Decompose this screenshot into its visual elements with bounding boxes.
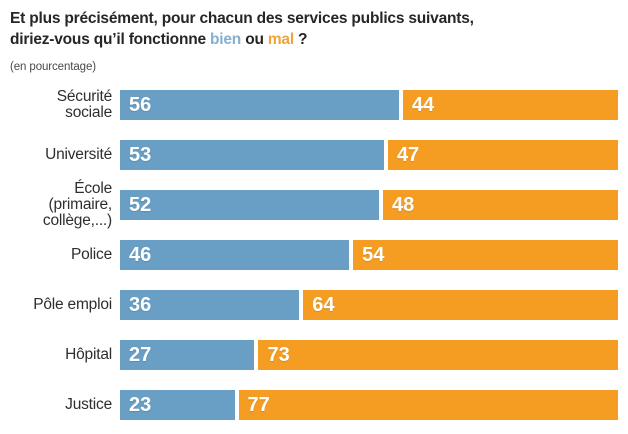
bien-value-label: 23: [129, 393, 152, 416]
title-word-mal: mal: [267, 31, 294, 48]
chart-title-line2-middle: ou: [241, 31, 268, 48]
bien-value-label: 52: [129, 193, 152, 216]
bien-value-label: 46: [129, 243, 152, 266]
chart-row: Pôle emploi 36 64: [10, 290, 618, 320]
category-label: École (primaire, collège,...): [42, 180, 112, 229]
bar-track: 27 73: [120, 340, 618, 370]
mal-value-label: 48: [391, 193, 415, 216]
chart-row: Sécurité sociale 56 44: [10, 88, 618, 121]
category-label: Police: [70, 246, 112, 263]
mal-value-label: 73: [267, 343, 290, 366]
chart-row: Police 46 54: [10, 240, 618, 270]
mal-bar-segment: 64: [303, 290, 618, 320]
bien-value-label: 53: [129, 143, 152, 166]
mal-bar-segment: 48: [382, 190, 618, 220]
bien-value-label: 27: [129, 343, 152, 366]
bar-chart: Sécurité sociale 56 44 Université 53 47: [10, 88, 618, 420]
chart-row: École (primaire, collège,...) 52 48: [10, 181, 618, 229]
bien-bar-segment: 53: [120, 140, 384, 170]
bien-bar-segment: 36: [120, 290, 300, 320]
chart-row: Université 53 47: [10, 140, 618, 170]
bar-track: 53 47: [120, 140, 618, 170]
bar-track: 23 77: [120, 390, 618, 420]
mal-value-label: 77: [247, 393, 270, 416]
bien-bar-segment: 46: [120, 240, 350, 270]
chart-row: Justice 23 77: [10, 390, 618, 420]
bien-bar-segment: 52: [120, 190, 379, 220]
bien-bar-segment: 56: [120, 90, 399, 120]
chart-title-line2: diriez-vous qu’il fonctionne bien ou mal…: [10, 29, 618, 50]
category-label: Hôpital: [65, 346, 112, 363]
chart-title-line2-suffix: ?: [293, 31, 308, 48]
category-label: Université: [45, 146, 112, 163]
bien-bar-segment: 27: [120, 340, 255, 370]
chart-row: Hôpital 27 73: [10, 340, 618, 370]
mal-bar-segment: 73: [258, 340, 618, 370]
chart-title-line2-prefix: diriez-vous qu’il fonctionne: [10, 31, 211, 48]
chart-title-line1: Et plus précisément, pour chacun des ser…: [10, 10, 474, 27]
bien-bar-segment: 23: [120, 390, 235, 420]
mal-bar-segment: 47: [387, 140, 618, 170]
category-label: Justice: [65, 396, 112, 413]
mal-value-label: 47: [396, 143, 420, 166]
mal-bar-segment: 44: [402, 90, 618, 120]
mal-value-label: 54: [362, 243, 385, 266]
bien-value-label: 36: [129, 293, 152, 316]
bar-track: 52 48: [120, 190, 618, 220]
bien-value-label: 56: [129, 93, 152, 116]
mal-value-label: 44: [411, 93, 435, 116]
bar-track: 36 64: [120, 290, 618, 320]
mal-bar-segment: 77: [238, 390, 618, 420]
category-label: Pôle emploi: [33, 296, 112, 313]
mal-bar-segment: 54: [353, 240, 618, 270]
category-label: Sécurité sociale: [56, 88, 112, 121]
bar-track: 46 54: [120, 240, 618, 270]
title-word-bien: bien: [210, 31, 242, 48]
bar-track: 56 44: [120, 90, 618, 120]
mal-value-label: 64: [312, 293, 335, 316]
chart-title: Et plus précisément, pour chacun des ser…: [10, 8, 618, 50]
chart-subtitle: (en pourcentage): [10, 61, 96, 73]
